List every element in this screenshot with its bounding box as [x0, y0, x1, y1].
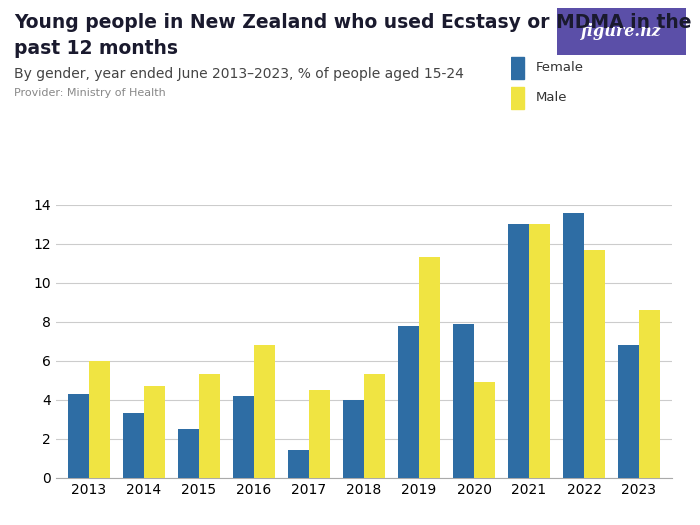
Bar: [144, 386, 165, 478]
Bar: [254, 345, 275, 478]
Bar: [309, 390, 330, 478]
Bar: [474, 382, 495, 478]
Bar: [419, 257, 440, 478]
Bar: [639, 310, 660, 478]
Bar: [364, 374, 385, 478]
FancyBboxPatch shape: [511, 87, 524, 109]
Text: Male: Male: [536, 91, 567, 104]
Text: figure.nz: figure.nz: [581, 23, 662, 40]
Bar: [453, 324, 474, 478]
Text: Young people in New Zealand who used Ecstasy or MDMA in the: Young people in New Zealand who used Ecs…: [14, 13, 692, 32]
Bar: [398, 326, 419, 478]
Bar: [563, 213, 584, 478]
Text: Female: Female: [536, 61, 584, 74]
Bar: [123, 413, 144, 478]
Bar: [529, 224, 550, 478]
Text: Provider: Ministry of Health: Provider: Ministry of Health: [14, 88, 166, 98]
Bar: [199, 374, 220, 478]
Bar: [68, 394, 89, 478]
Bar: [89, 361, 110, 478]
Bar: [288, 450, 309, 478]
Bar: [233, 396, 254, 478]
Text: By gender, year ended June 2013–2023, % of people aged 15-24: By gender, year ended June 2013–2023, % …: [14, 67, 464, 81]
Text: past 12 months: past 12 months: [14, 39, 178, 58]
Bar: [584, 249, 605, 478]
Bar: [618, 345, 639, 478]
Bar: [508, 224, 529, 478]
Bar: [343, 400, 364, 478]
Bar: [178, 429, 199, 478]
FancyBboxPatch shape: [511, 57, 524, 79]
